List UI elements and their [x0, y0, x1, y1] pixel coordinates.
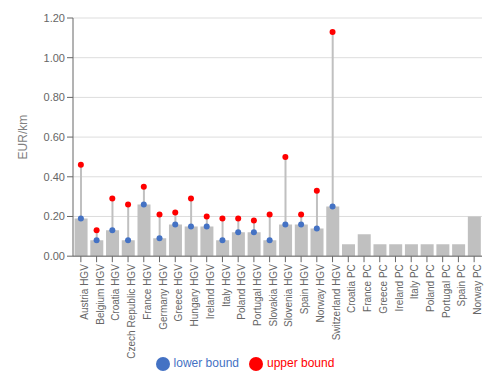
- svg-text:Slovakia HGV: Slovakia HGV: [268, 264, 279, 327]
- svg-text:Portugal HGV: Portugal HGV: [252, 264, 263, 326]
- html-text:lower bound: lower bound: [173, 356, 239, 371]
- svg-text:Spain PC: Spain PC: [457, 264, 468, 306]
- svg-text:EUR/km: EUR/km: [16, 115, 30, 160]
- svg-text:0.00: 0.00: [44, 250, 65, 262]
- svg-text:0.40: 0.40: [44, 171, 65, 183]
- svg-text:Italy HGV: Italy HGV: [221, 264, 232, 307]
- svg-text:1.20: 1.20: [44, 12, 65, 24]
- svg-text:Norway PC: Norway PC: [472, 264, 483, 315]
- svg-text:Ireland HGV: Ireland HGV: [205, 264, 216, 319]
- svg-text:Czech Republic HGV: Czech Republic HGV: [126, 264, 137, 359]
- svg-text:1.00: 1.00: [44, 52, 65, 64]
- svg-text:Portugal PC: Portugal PC: [441, 264, 452, 318]
- svg-text:Croatia HGV: Croatia HGV: [110, 264, 121, 321]
- svg-text:Hungary HGV: Hungary HGV: [189, 264, 200, 327]
- svg-text:Germany HGV: Germany HGV: [158, 264, 169, 330]
- svg-text:Poland PC: Poland PC: [425, 264, 436, 312]
- svg-text:Austria HGV: Austria HGV: [79, 264, 90, 320]
- svg-text:Switzerland HGV: Switzerland HGV: [331, 264, 342, 340]
- html-text:upper bound: upper bound: [267, 356, 335, 371]
- svg-text:Poland HGV: Poland HGV: [236, 264, 247, 320]
- svg-text:0.60: 0.60: [44, 131, 65, 143]
- svg-text:Belgium HGV: Belgium HGV: [95, 264, 106, 325]
- svg-text:Norway HGV: Norway HGV: [315, 264, 326, 323]
- svg-text:Greece PC: Greece PC: [378, 264, 389, 313]
- svg-text:France HGV: France HGV: [142, 264, 153, 320]
- svg-text:0.20: 0.20: [44, 210, 65, 222]
- svg-text:Ireland PC: Ireland PC: [394, 264, 405, 311]
- svg-text:Italy PC: Italy PC: [409, 264, 420, 299]
- svg-text:France PC: France PC: [362, 264, 373, 312]
- svg-text:Slovenia HGV: Slovenia HGV: [283, 264, 294, 327]
- svg-text:Croatia PC: Croatia PC: [346, 264, 357, 313]
- svg-text:Greece HGV: Greece HGV: [173, 264, 184, 322]
- svg-text:Spain HGV: Spain HGV: [299, 264, 310, 314]
- svg-text:0.80: 0.80: [44, 91, 65, 103]
